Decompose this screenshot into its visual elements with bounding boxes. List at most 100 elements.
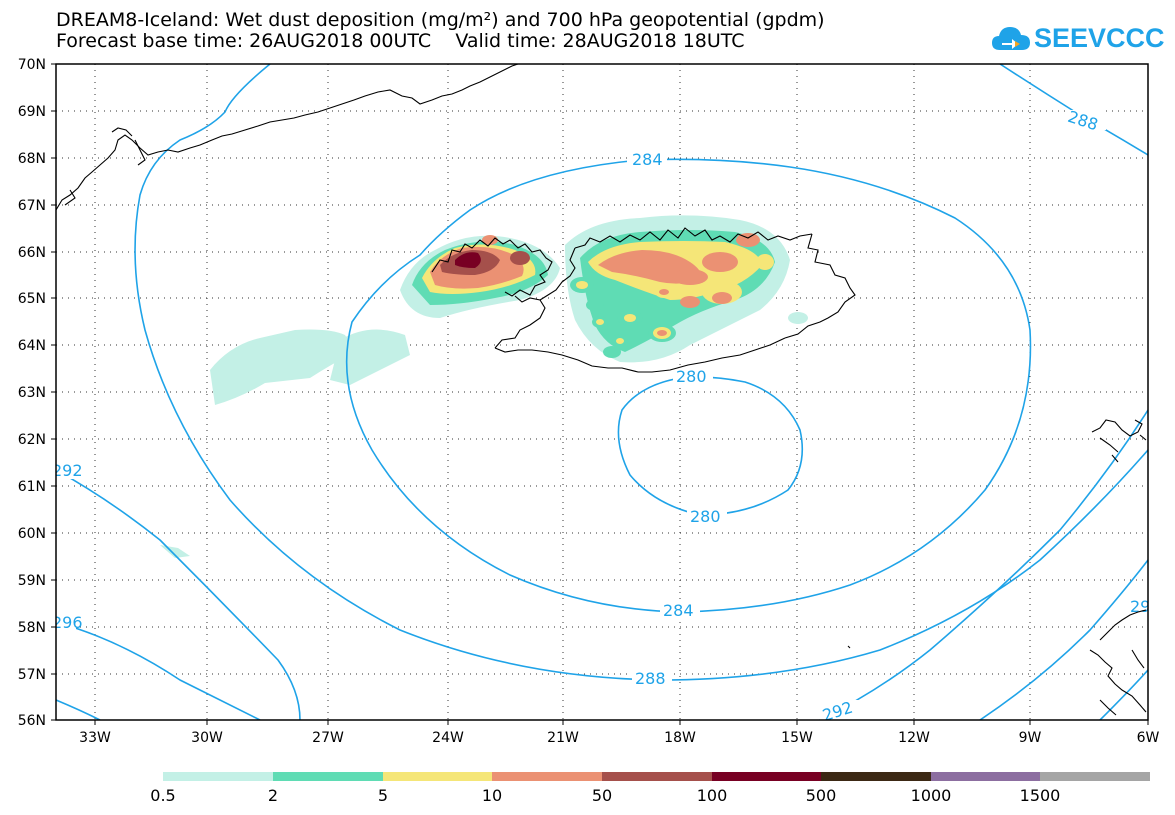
dust-ne-5 (756, 254, 774, 270)
coast-iceland-east (784, 233, 856, 339)
dust-north-10-d (672, 269, 708, 285)
contour-label: 292 (820, 698, 855, 726)
contour-288-ring (134, 64, 1148, 681)
cloud-icon (992, 27, 1030, 50)
lon-label: 12W (898, 730, 930, 746)
contour-label: 280 (690, 507, 721, 526)
lon-label: 9W (1019, 730, 1042, 746)
contour-300-se (1099, 669, 1148, 720)
dust-east-10 (712, 292, 732, 304)
dust-spot-4-5 (596, 319, 604, 325)
seevccc-logo: SEEVCCC (990, 20, 1165, 56)
coast-scotland-north (1089, 609, 1147, 716)
dust-spot-5-10 (657, 330, 667, 336)
colorbar-swatch (492, 772, 602, 781)
lat-label: 56N (18, 713, 46, 729)
latitude-labels: 70N 69N 68N 67N 66N 65N 64N 63N 62N 61N … (18, 57, 46, 729)
coast-faroes (1091, 419, 1147, 463)
colorbar-swatch (273, 772, 383, 781)
lon-label: 30W (191, 730, 223, 746)
dust-spot-7-2 (603, 346, 621, 358)
colorbar-swatch (163, 772, 273, 781)
dust-spot-3-5 (624, 314, 636, 322)
lat-label: 57N (18, 667, 46, 683)
axis-ticks (51, 63, 1149, 725)
contour-296-se (979, 559, 1148, 720)
contour-300-sw (56, 699, 101, 720)
colorbar-label: 100 (697, 786, 728, 805)
colorbar-swatch (383, 772, 492, 781)
lat-label: 70N (18, 57, 46, 73)
colorbar-swatch (602, 772, 712, 781)
contour-label-backgrounds (56, 110, 1106, 720)
longitude-labels: 33W 30W 27W 24W 21W 18W 15W 12W 9W 6W (79, 730, 1159, 746)
lat-label: 59N (18, 573, 46, 589)
dust-spot-10 (788, 312, 808, 324)
lat-label: 62N (18, 432, 46, 448)
colorbar-label: 500 (806, 786, 837, 805)
dust-deposition-field (160, 215, 808, 558)
coast-iceland-westfjords (431, 237, 553, 297)
dust-spot-6-5 (616, 338, 624, 344)
lon-label: 15W (781, 730, 813, 746)
colorbar-label: 50 (592, 786, 612, 805)
map-subtitle-times: Forecast base time: 26AUG2018 00UTC Vali… (56, 30, 745, 52)
contour-label: 280 (676, 367, 707, 386)
lat-label: 67N (18, 198, 46, 214)
colorbar-swatch (821, 772, 931, 781)
coast-greenland (56, 64, 519, 211)
lon-label: 21W (547, 730, 579, 746)
colorbar-swatch (1040, 772, 1150, 781)
lat-label: 58N (18, 620, 46, 636)
lon-label: 18W (664, 730, 696, 746)
coast-iceland-south (494, 337, 786, 373)
colorbar-label: 2 (268, 786, 278, 805)
contour-label: 288 (635, 669, 666, 688)
colorbar-labels: 0.5 2 5 10 50 100 500 1000 1500 (150, 786, 1060, 805)
lat-label: 68N (18, 151, 46, 167)
lat-label: 64N (18, 338, 46, 354)
logo-text: SEEVCCC (1034, 22, 1165, 53)
coast-iceland-west (494, 295, 546, 349)
colorbar (163, 772, 1150, 781)
dust-spot-8-10 (659, 289, 669, 295)
colorbar-label: 1500 (1020, 786, 1061, 805)
colorbar-label: 10 (482, 786, 502, 805)
lon-label: 6W (1137, 730, 1160, 746)
lon-label: 27W (312, 730, 344, 746)
dust-westfjords-100 (455, 252, 481, 268)
lat-label: 63N (18, 385, 46, 401)
dust-spot-9 (680, 296, 700, 308)
contour-280-ring (617, 376, 804, 516)
lon-label: 24W (432, 730, 464, 746)
dust-mid-patch (330, 329, 410, 385)
coast-greenland-inner (64, 127, 146, 206)
colorbar-label: 0.5 (150, 786, 175, 805)
dust-spot-1-5 (576, 281, 588, 289)
contour-label: 292 (52, 461, 83, 480)
contour-label: 284 (663, 601, 694, 620)
contour-label: 296 (52, 613, 83, 632)
coast-snaefellsnes (539, 247, 576, 301)
coastlines (56, 64, 1147, 716)
colorbar-swatch (931, 772, 1040, 781)
colorbar-label: 5 (378, 786, 388, 805)
lon-label: 33W (79, 730, 111, 746)
lat-label: 66N (18, 245, 46, 261)
contour-label: 292 (1130, 597, 1161, 616)
dust-wf-small-1 (510, 251, 530, 265)
lat-label: 60N (18, 526, 46, 542)
contour-label: 284 (632, 150, 663, 169)
contour-296-sw (56, 621, 261, 720)
dust-spot-2-2 (586, 299, 604, 311)
coast-iceland-north (574, 227, 813, 249)
dust-north-10-b (702, 252, 738, 272)
colorbar-swatch (712, 772, 821, 781)
colorbar-label: 1000 (911, 786, 952, 805)
dust-west-patch (210, 329, 355, 405)
lat-label: 61N (18, 479, 46, 495)
dust-wf-small-2 (482, 235, 498, 245)
contour-292-se (819, 409, 1148, 720)
contour-292-sw (56, 469, 301, 720)
